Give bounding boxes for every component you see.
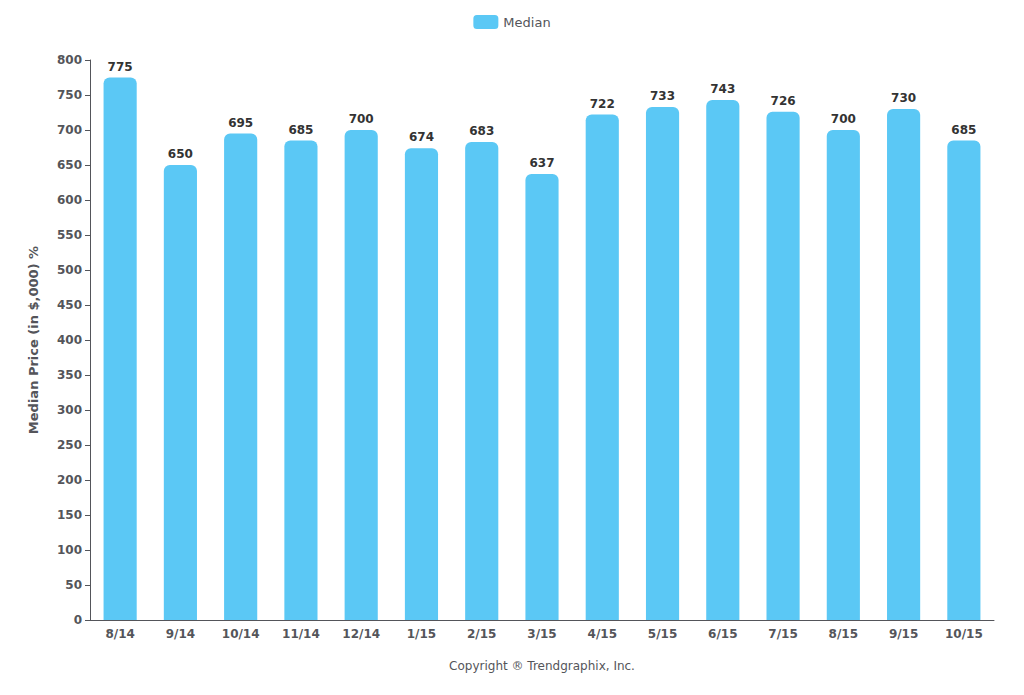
svg-text:722: 722: [590, 97, 615, 111]
svg-text:550: 550: [57, 228, 82, 242]
svg-text:743: 743: [710, 82, 735, 96]
svg-text:800: 800: [57, 53, 82, 67]
svg-text:8/14: 8/14: [105, 627, 134, 641]
svg-text:Median: Median: [503, 15, 550, 30]
svg-text:733: 733: [650, 89, 675, 103]
svg-text:400: 400: [57, 333, 82, 347]
svg-text:695: 695: [228, 116, 253, 130]
svg-text:600: 600: [57, 193, 82, 207]
svg-text:650: 650: [168, 147, 193, 161]
svg-text:5/15: 5/15: [648, 627, 677, 641]
svg-text:10/14: 10/14: [222, 627, 260, 641]
svg-text:750: 750: [57, 88, 82, 102]
svg-text:10/15: 10/15: [945, 627, 983, 641]
svg-text:2/15: 2/15: [467, 627, 496, 641]
svg-text:1/15: 1/15: [407, 627, 436, 641]
svg-text:685: 685: [288, 123, 313, 137]
svg-text:7/15: 7/15: [768, 627, 797, 641]
svg-text:6/15: 6/15: [708, 627, 737, 641]
svg-text:12/14: 12/14: [342, 627, 380, 641]
svg-text:9/15: 9/15: [889, 627, 918, 641]
svg-text:350: 350: [57, 368, 82, 382]
svg-text:700: 700: [57, 123, 82, 137]
svg-text:775: 775: [108, 60, 133, 74]
svg-text:4/15: 4/15: [588, 627, 617, 641]
svg-text:700: 700: [349, 112, 374, 126]
svg-text:100: 100: [57, 543, 82, 557]
svg-text:650: 650: [57, 158, 82, 172]
svg-text:450: 450: [57, 298, 82, 312]
svg-text:Copyright ® Trendgraphix, Inc.: Copyright ® Trendgraphix, Inc.: [449, 659, 635, 673]
svg-text:500: 500: [57, 263, 82, 277]
svg-text:11/14: 11/14: [282, 627, 320, 641]
svg-text:9/14: 9/14: [166, 627, 195, 641]
svg-text:700: 700: [831, 112, 856, 126]
svg-text:300: 300: [57, 403, 82, 417]
svg-text:730: 730: [891, 91, 916, 105]
svg-text:8/15: 8/15: [829, 627, 858, 641]
svg-text:726: 726: [771, 94, 796, 108]
svg-text:637: 637: [529, 156, 554, 170]
svg-text:674: 674: [409, 130, 434, 144]
svg-text:0: 0: [74, 613, 82, 627]
svg-text:200: 200: [57, 473, 82, 487]
svg-text:150: 150: [57, 508, 82, 522]
svg-text:3/15: 3/15: [527, 627, 556, 641]
svg-text:Median Price (in $,000) %: Median Price (in $,000) %: [26, 246, 41, 434]
svg-text:250: 250: [57, 438, 82, 452]
svg-text:50: 50: [65, 578, 82, 592]
svg-text:685: 685: [951, 123, 976, 137]
svg-text:683: 683: [469, 124, 494, 138]
